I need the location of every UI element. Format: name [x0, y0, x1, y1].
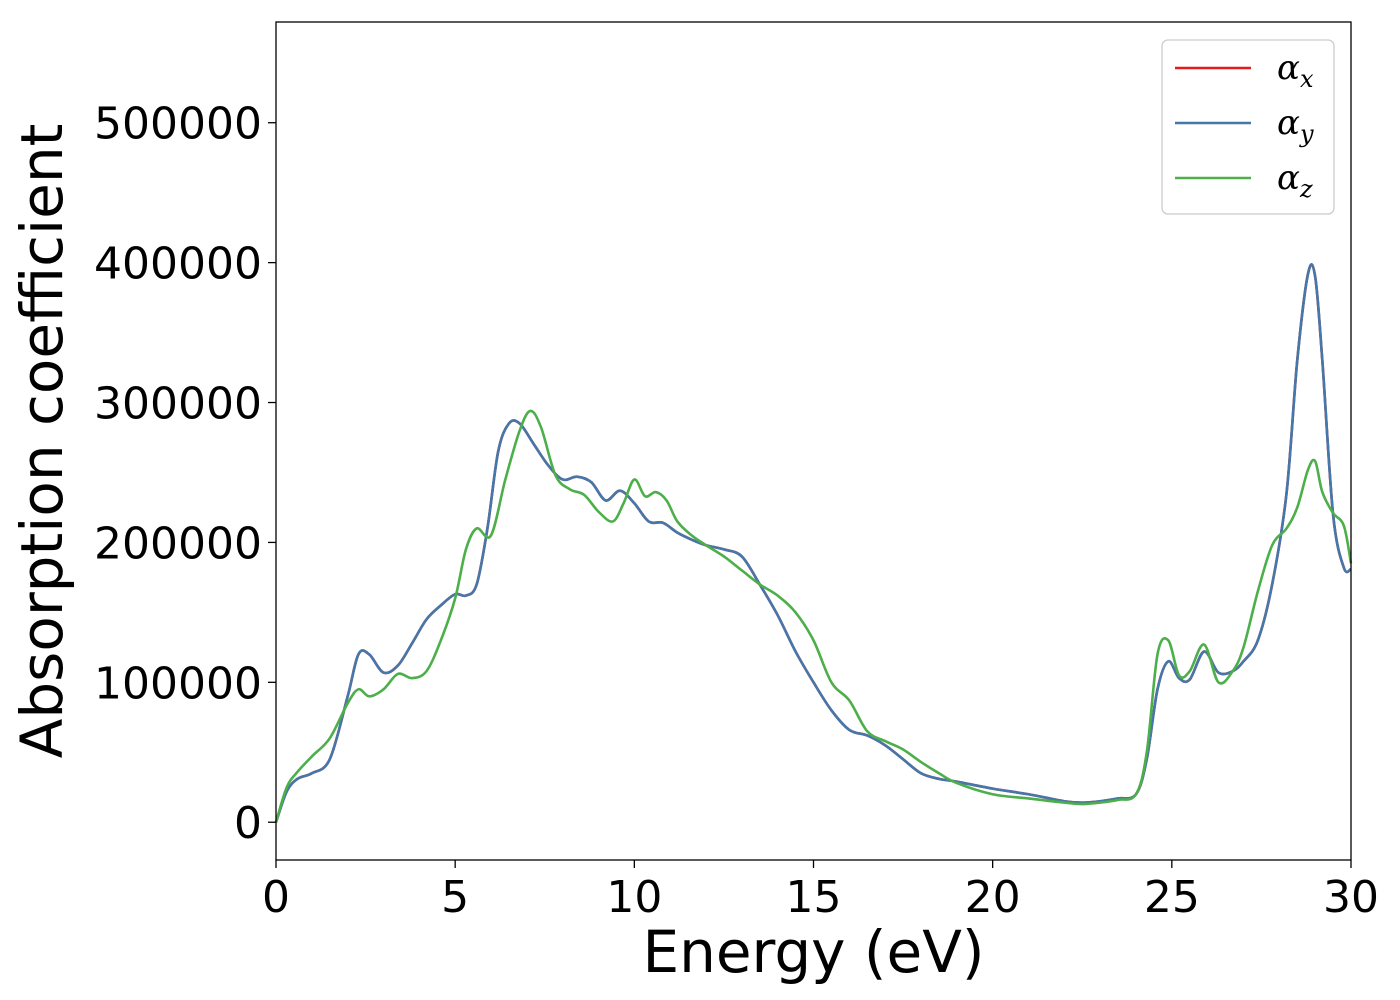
y-tick-label: 400000 — [94, 239, 262, 290]
y-tick-label: 100000 — [94, 658, 262, 709]
y-axis-label: Absorption coefficient — [8, 124, 76, 759]
series-layer — [274, 263, 1353, 823]
x-tick-label: 20 — [965, 872, 1021, 923]
y-axis: 0 100000 200000 300000 400000 500000 — [94, 99, 276, 849]
x-axis: 0 5 10 15 20 25 30 — [262, 860, 1379, 923]
x-tick-label: 30 — [1323, 872, 1379, 923]
x-tick-label: 25 — [1144, 872, 1200, 923]
legend-box — [1161, 39, 1335, 215]
y-tick-label: 200000 — [94, 518, 262, 569]
y-tick-label: 500000 — [94, 99, 262, 150]
x-tick-label: 15 — [786, 872, 842, 923]
series-line-alpha-z — [274, 409, 1353, 823]
y-tick-label: 300000 — [94, 379, 262, 430]
x-tick-label: 10 — [606, 872, 662, 923]
x-tick-label: 0 — [262, 872, 290, 923]
x-tick-label: 5 — [441, 872, 469, 923]
x-axis-label: Energy (eV) — [642, 918, 984, 986]
y-tick-label: 0 — [234, 798, 262, 849]
